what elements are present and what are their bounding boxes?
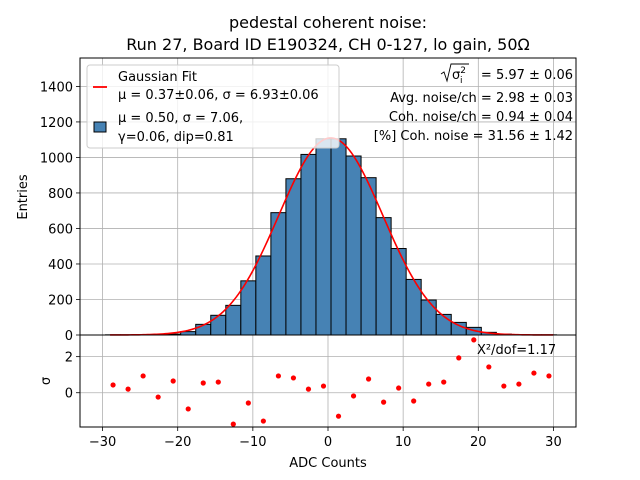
residual-point — [200, 380, 206, 386]
residual-point — [456, 355, 462, 361]
x-tick-label: 30 — [545, 435, 562, 450]
residual-point — [531, 370, 537, 376]
chi2-text: Χ²/dof=1.17 — [477, 343, 556, 358]
chart-title-line1: pedestal coherent noise: — [229, 13, 427, 32]
y-tick-label: 600 — [48, 222, 73, 237]
sqrt-sigma-label: σ2 i — [440, 63, 469, 86]
y-tick-label: 800 — [48, 187, 73, 202]
histogram-bar — [375, 217, 392, 336]
residual-point — [486, 364, 492, 370]
residual-y-tick-label: 2 — [65, 351, 73, 366]
residual-y-ticks: 02 — [65, 351, 80, 402]
residual-point — [260, 418, 266, 424]
x-tick-label: 10 — [395, 435, 412, 450]
legend-hist-marker — [93, 121, 107, 133]
coh-pct-text: [%] Coh. noise = 31.56 ± 1.42 — [374, 129, 573, 144]
residual-point — [471, 337, 477, 343]
x-tick-label: −20 — [164, 435, 191, 450]
x-tick-label: 0 — [324, 435, 332, 450]
residual-point — [275, 373, 281, 379]
avg-noise-text: Avg. noise/ch = 2.98 ± 0.03 — [390, 91, 573, 106]
legend-box — [86, 64, 340, 149]
residual-point — [125, 386, 131, 392]
y-tick-label: 200 — [48, 293, 73, 308]
histogram-bar — [225, 304, 242, 336]
residual-point — [290, 375, 297, 381]
residual-point — [411, 398, 417, 404]
residual-point — [230, 421, 236, 427]
histogram-bar — [435, 313, 452, 336]
histogram-bar — [330, 138, 347, 336]
histogram-bar — [360, 177, 377, 336]
residual-point — [335, 413, 342, 419]
residual-point — [155, 394, 161, 400]
residual-point — [110, 382, 116, 388]
y-tick-label: 1000 — [40, 151, 73, 166]
legend-fit-label-2: μ = 0.37±0.06, σ = 6.93±0.06 — [118, 88, 319, 103]
histogram-bar — [315, 138, 332, 336]
chart-title-line2: Run 27, Board ID E190324, CH 0-127, lo g… — [126, 35, 529, 54]
y-tick-label: 400 — [48, 258, 73, 273]
residual-point — [350, 393, 357, 399]
residual-point — [170, 378, 176, 384]
sqrt-symbol — [440, 63, 469, 83]
residual-points — [110, 337, 552, 427]
legend-hist-label-2: γ=0.06, dip=0.81 — [118, 130, 234, 145]
x-tick-label: −30 — [89, 435, 116, 450]
x-axis-label: ADC Counts — [289, 456, 367, 471]
residual-y-tick-label: 0 — [65, 387, 73, 402]
y-tick-label: 1200 — [40, 116, 73, 131]
legend-hist-label-1: μ = 0.50, σ = 7.06, — [118, 111, 243, 126]
residual-point — [305, 386, 312, 392]
residual-point — [426, 381, 432, 387]
histogram-bar — [420, 299, 437, 336]
histogram-bar — [270, 212, 287, 336]
main-y-ticks: 0 200 400 600 800 1000 1200 1400 — [40, 80, 80, 344]
residual-point — [501, 383, 507, 389]
histogram-bar — [345, 155, 362, 336]
x-tick-label: −10 — [239, 435, 266, 450]
residual-point — [381, 399, 387, 405]
y-axis-label: Entries — [16, 174, 31, 220]
residual-point — [185, 406, 191, 412]
histogram-bar — [210, 314, 227, 336]
residual-point — [140, 373, 146, 379]
histogram-bar — [300, 153, 317, 336]
residual-point — [516, 381, 522, 387]
histogram-bar — [240, 280, 257, 336]
residual-point — [320, 383, 327, 389]
histogram-bar — [255, 255, 272, 336]
coh-noise-text: Coh. noise/ch = 0.94 ± 0.04 — [389, 110, 573, 125]
histogram-bar — [285, 178, 302, 336]
sqrt-sigma-value: = 5.97 ± 0.06 — [481, 68, 573, 83]
residual-point — [396, 385, 402, 391]
legend: Gaussian Fit μ = 0.37±0.06, σ = 6.93±0.0… — [86, 64, 340, 149]
residual-grid — [80, 335, 576, 427]
x-tick-label: 20 — [470, 435, 487, 450]
residual-point — [215, 379, 221, 385]
residual-point — [441, 379, 447, 385]
residual-point — [546, 373, 552, 379]
residual-y-axis-label: σ — [39, 377, 54, 385]
histogram-bar — [450, 321, 467, 336]
y-tick-label: 0 — [65, 329, 73, 344]
y-tick-label: 1400 — [40, 80, 73, 95]
residual-point — [245, 400, 251, 406]
legend-fit-label-1: Gaussian Fit — [118, 70, 197, 85]
sigma-i-squared: σ2 i — [452, 66, 466, 86]
stats-annotations: σ2 i = 5.97 ± 0.06 Avg. noise/ch = 2.98 ±… — [374, 63, 573, 144]
x-ticks: −30 −20 −10 0 10 20 30 — [89, 427, 562, 450]
residual-point — [365, 376, 372, 382]
